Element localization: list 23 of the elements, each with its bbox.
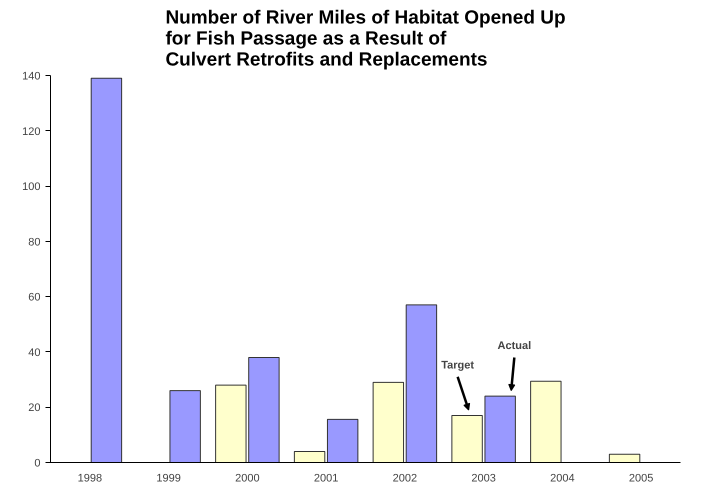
x-tick-label: 1998 [78, 472, 102, 484]
y-tick-label: 40 [28, 346, 41, 359]
x-tick-label: 1999 [156, 472, 181, 484]
y-tick-label: 140 [22, 70, 41, 82]
text: Actual [498, 340, 532, 352]
x-tick-label: 2001 [314, 472, 338, 484]
bar [608, 454, 640, 462]
y-tick-label: 120 [22, 126, 41, 138]
x-tick-label: 2005 [628, 472, 654, 484]
bar [169, 390, 201, 462]
y-tick-label: 20 [28, 402, 41, 414]
x-tick-label: 2004 [550, 472, 575, 484]
bar [90, 78, 122, 462]
y-tick-label: 80 [28, 236, 41, 248]
x-tick-label: 2002 [392, 472, 418, 484]
bar [530, 380, 562, 462]
x-tick-label: 2000 [235, 472, 260, 484]
y-tick-label: 0 [34, 458, 41, 470]
x-tick-label: 2003 [471, 472, 496, 484]
y-tick-label: 60 [28, 292, 41, 304]
chart-title: Number of River Miles of Habitat Opened Up for Fish Passage as a Result of Culvert Retrofits and Replacements [165, 8, 566, 70]
y-tick-label: 100 [22, 181, 41, 194]
text: Target [441, 359, 474, 372]
